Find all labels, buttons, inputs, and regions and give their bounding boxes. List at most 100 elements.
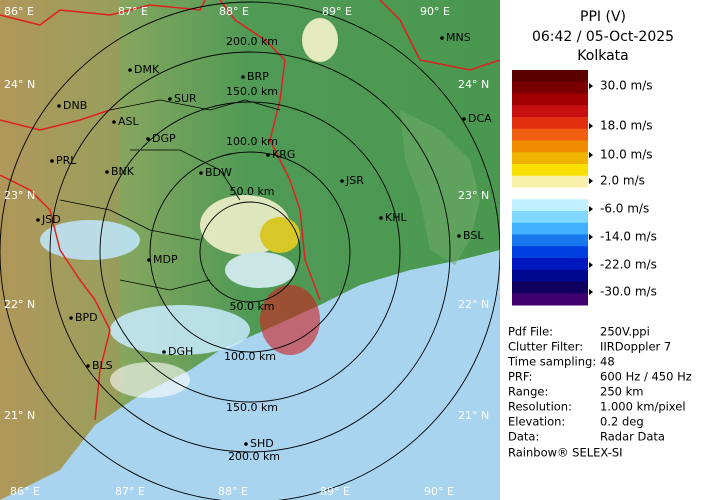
lat-label: 24° N (4, 78, 35, 91)
product-title: PPI (V) (580, 9, 626, 25)
info-key: Elevation: (508, 415, 565, 429)
info-key: Resolution: (508, 400, 572, 414)
info-value: 250 km (600, 385, 643, 399)
city-label: JSD (41, 213, 61, 226)
station: Kolkata (577, 48, 628, 64)
legend-arrow (589, 262, 593, 268)
cities: MNS DMK BRP DNB SUR ASL DGP DCA KRG PRL BNK BDW JSR J… (36, 31, 492, 450)
info-value: IIRDoppler 7 (600, 340, 671, 354)
ring-label: 150.0 km (226, 85, 278, 98)
legend-swatch (512, 234, 588, 247)
district-lines (59, 99, 281, 291)
lon-label: 89° E (320, 485, 350, 498)
lon-label: 88° E (218, 485, 248, 498)
city-dot (266, 153, 270, 157)
info-key: Time sampling: (507, 355, 596, 369)
lat-label: 21° N (458, 409, 489, 422)
lon-label: 87° E (118, 5, 148, 18)
lat-label: 24° N (458, 78, 489, 91)
ring-label: 200.0 km (226, 35, 278, 48)
legend-swatch (512, 152, 588, 165)
legend-swatch (512, 269, 588, 282)
legend: 30.0 m/s 18.0 m/s 10.0 m/s 2.0 m/s -6.0 m/s -… (512, 70, 657, 306)
lat-label: 22° N (458, 298, 489, 311)
city-dot (86, 364, 90, 368)
city-dot (162, 350, 166, 354)
city-label: SHD (250, 437, 274, 450)
sea (0, 250, 500, 500)
city-dot (69, 316, 73, 320)
city-label: PRL (56, 154, 77, 167)
timestamp: 06:42 / 05-Oct-2025 (532, 29, 674, 45)
ring-label: 50.0 km (229, 300, 274, 313)
legend-swatch (512, 81, 588, 94)
lat-label: 23° N (458, 189, 489, 202)
city-label: BRP (247, 70, 269, 83)
borders (0, 0, 501, 421)
lon-label: 87° E (115, 485, 145, 498)
ring-label: 150.0 km (226, 401, 278, 414)
echoes (40, 18, 338, 398)
city-dot (199, 171, 203, 175)
city-dot (50, 159, 54, 163)
lon-label: 86° E (10, 485, 40, 498)
city-dot (147, 258, 151, 262)
info-table: Pdf File: 250V.ppi Clutter Filter: IIRDoppl… (507, 325, 692, 444)
city-dot (112, 120, 116, 124)
legend-swatch (512, 246, 588, 259)
lon-label: 89° E (322, 5, 352, 18)
legend-label: -30.0 m/s (600, 285, 657, 299)
lat-label: 23° N (4, 189, 35, 202)
city-label: JSR (345, 174, 364, 187)
city-dot (36, 218, 40, 222)
city-dot (57, 104, 61, 108)
lat-label: 22° N (4, 298, 35, 311)
info-key: PRF: (508, 370, 533, 384)
city-dot (128, 68, 132, 72)
city-label: BDW (205, 166, 232, 179)
legend-swatch (512, 117, 588, 130)
info-value: 0.2 deg (600, 415, 644, 429)
city-label: MNS (446, 31, 471, 44)
legend-arrow (589, 234, 593, 240)
info-value: 48 (600, 355, 615, 369)
legend-label: 30.0 m/s (600, 79, 653, 93)
city-dot (146, 137, 150, 141)
city-dot (440, 36, 444, 40)
legend-swatch (512, 105, 588, 118)
info-value: 250V.ppi (600, 325, 650, 339)
legend-arrow (589, 152, 593, 158)
city-label: KHL (385, 211, 407, 224)
city-label: MDP (153, 253, 178, 266)
legend-swatch (512, 293, 588, 306)
ring-label: 100.0 km (226, 135, 278, 148)
legend-swatch (512, 93, 588, 106)
legend-label: 18.0 m/s (600, 119, 653, 133)
legend-label: -22.0 m/s (600, 258, 657, 272)
legend-arrow (589, 289, 593, 295)
legend-label: -14.0 m/s (600, 230, 657, 244)
city-label: DGP (152, 132, 176, 145)
lon-label: 90° E (420, 5, 450, 18)
info-key: Clutter Filter: (508, 340, 583, 354)
city-dot (105, 170, 109, 174)
legend-arrow (589, 123, 593, 129)
legend-swatch (512, 140, 588, 153)
info-value: 1.000 km/pixel (600, 400, 686, 414)
legend-swatch (512, 281, 588, 294)
legend-label: 2.0 m/s (600, 174, 645, 188)
credit: Rainbow® SELEX-SI (508, 446, 623, 460)
lon-label: 86° E (4, 5, 34, 18)
city-label: BPD (75, 311, 98, 324)
legend-swatch (512, 187, 588, 200)
ring-label: 200.0 km (228, 450, 280, 463)
info-value: 600 Hz / 450 Hz (600, 370, 692, 384)
city-dot (244, 442, 248, 446)
city-label: BNK (111, 165, 135, 178)
legend-swatch (512, 199, 588, 212)
legend-arrow (589, 206, 593, 212)
city-label: SUR (174, 92, 197, 105)
city-dot (457, 234, 461, 238)
